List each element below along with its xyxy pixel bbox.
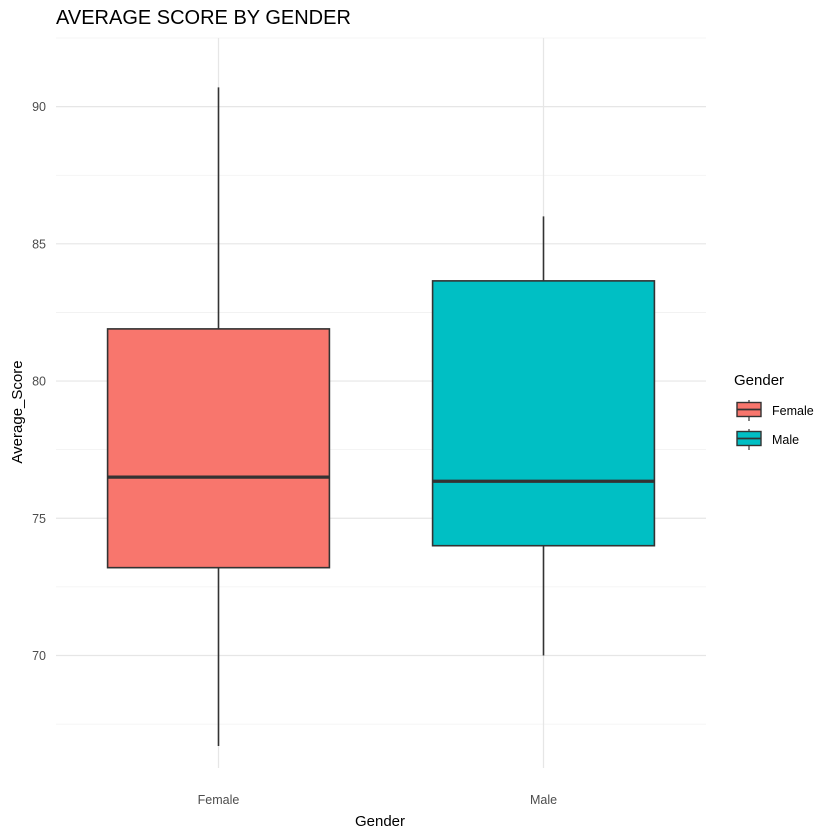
y-tick-label: 70 <box>32 649 46 663</box>
y-tick-label: 75 <box>32 512 46 526</box>
y-tick-label: 85 <box>32 237 46 251</box>
legend-key-female <box>736 400 762 421</box>
x-tick-label: Female <box>198 793 240 807</box>
x-axis-title: Gender <box>355 813 405 830</box>
box-male <box>431 216 656 656</box>
x-tick-labels: Female Male <box>198 793 557 807</box>
legend-key-male <box>736 429 762 450</box>
box-iqr <box>431 280 656 547</box>
legend: Gender Female Male <box>734 372 814 450</box>
y-axis-title: Average_Score <box>9 360 26 463</box>
box-female <box>106 87 331 747</box>
boxes <box>106 87 656 747</box>
chart-title: AVERAGE SCORE BY GENDER <box>56 7 351 29</box>
box-iqr <box>106 328 331 569</box>
y-tick-label: 80 <box>32 375 46 389</box>
legend-label: Male <box>772 433 799 447</box>
legend-title: Gender <box>734 372 784 389</box>
legend-label: Female <box>772 404 814 418</box>
x-tick-label: Male <box>530 793 557 807</box>
y-tick-label: 90 <box>32 100 46 114</box>
y-tick-labels: 70 75 80 85 90 <box>32 100 46 663</box>
